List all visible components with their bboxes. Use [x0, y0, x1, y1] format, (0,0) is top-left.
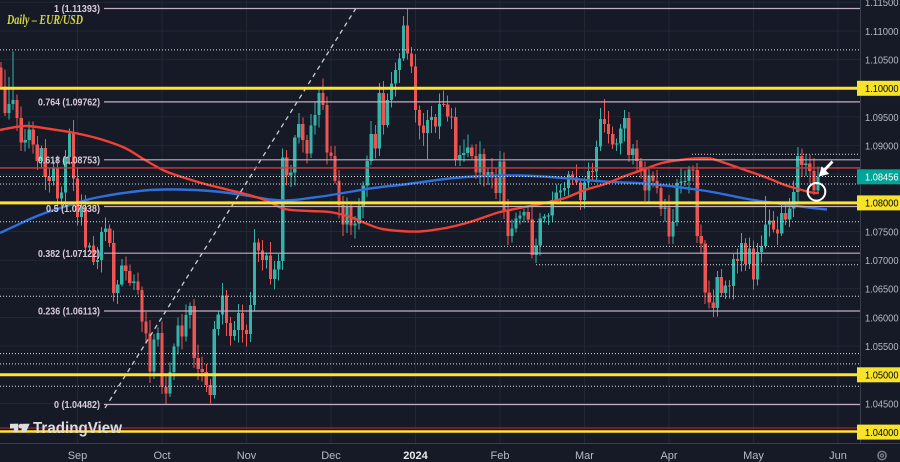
- svg-text:0.5 (1.07938): 0.5 (1.07938): [46, 203, 100, 215]
- svg-text:Dec: Dec: [321, 450, 341, 462]
- svg-text:0.618 (1.08753): 0.618 (1.08753): [38, 154, 100, 166]
- svg-text:1.10500: 1.10500: [865, 55, 899, 67]
- svg-text:Feb: Feb: [491, 450, 510, 462]
- svg-text:1.04000: 1.04000: [865, 427, 899, 439]
- svg-text:1.11000: 1.11000: [865, 26, 899, 38]
- svg-text:1.07500: 1.07500: [865, 226, 899, 238]
- svg-text:1.10000: 1.10000: [865, 83, 899, 95]
- svg-text:Nov: Nov: [237, 450, 257, 462]
- svg-text:1.05000: 1.05000: [865, 370, 899, 382]
- svg-text:2024: 2024: [403, 450, 428, 462]
- svg-text:0 (1.04482): 0 (1.04482): [54, 399, 100, 411]
- svg-text:1.09000: 1.09000: [865, 140, 899, 152]
- svg-text:0.764 (1.09762): 0.764 (1.09762): [38, 97, 100, 109]
- svg-text:1.06500: 1.06500: [865, 284, 899, 296]
- svg-text:0.382 (1.07122): 0.382 (1.07122): [38, 248, 100, 260]
- svg-text:Oct: Oct: [153, 450, 170, 462]
- svg-text:1.08456: 1.08456: [865, 172, 899, 184]
- svg-text:1.08000: 1.08000: [865, 198, 899, 210]
- svg-text:Apr: Apr: [660, 450, 677, 462]
- svg-text:1.11500: 1.11500: [865, 0, 899, 9]
- svg-text:0.236 (1.06113): 0.236 (1.06113): [38, 306, 100, 318]
- svg-text:1.05500: 1.05500: [865, 341, 899, 353]
- svg-text:1.04500: 1.04500: [865, 398, 899, 410]
- svg-text:1 (1.11393): 1 (1.11393): [54, 3, 100, 15]
- svg-text:TradingView: TradingView: [33, 420, 123, 437]
- svg-text:May: May: [743, 450, 764, 462]
- svg-text:1.07000: 1.07000: [865, 255, 899, 267]
- svg-text:Daily – EUR/USD: Daily – EUR/USD: [6, 12, 83, 27]
- svg-text:Mar: Mar: [575, 450, 594, 462]
- svg-text:1.06000: 1.06000: [865, 312, 899, 324]
- svg-text:1.09500: 1.09500: [865, 112, 899, 124]
- svg-text:Sep: Sep: [68, 450, 88, 462]
- svg-text:Jun: Jun: [829, 450, 847, 462]
